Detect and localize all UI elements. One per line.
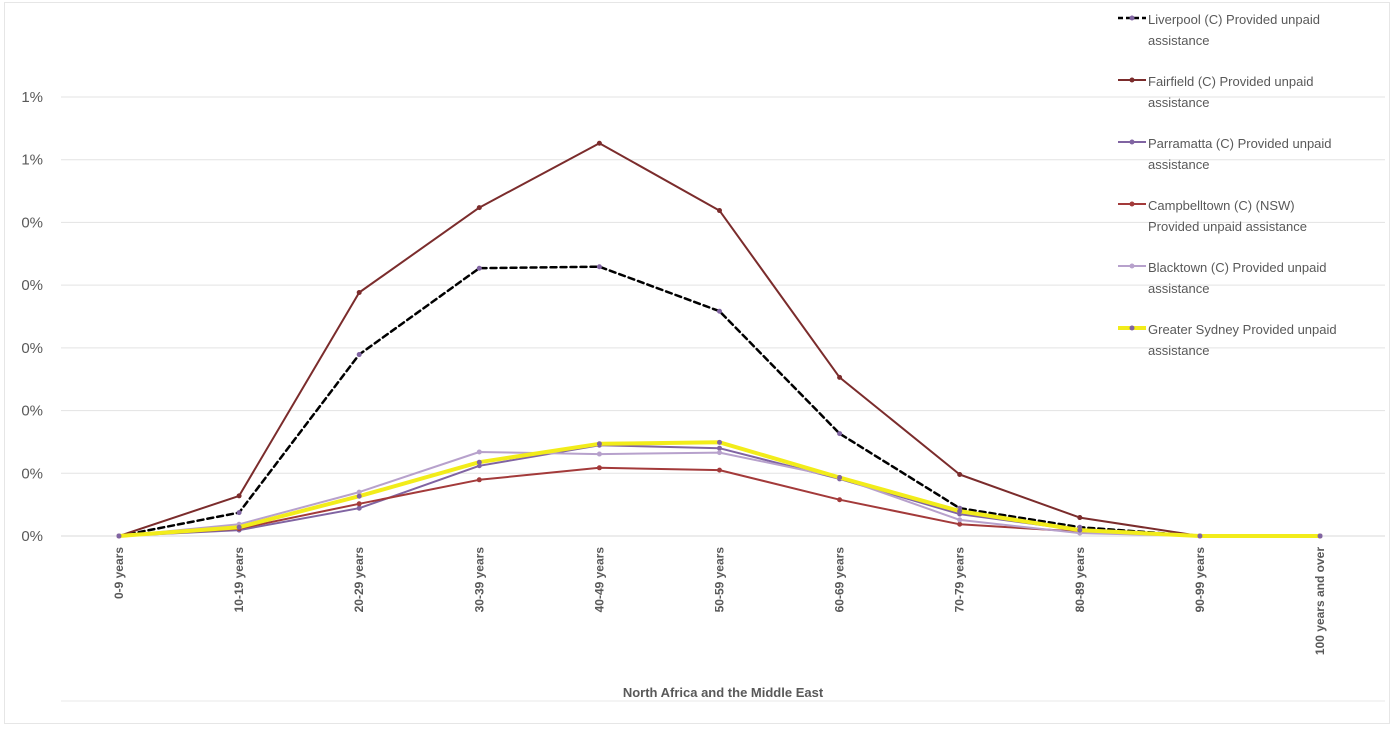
data-point (356, 290, 362, 296)
series-line (118, 466, 1321, 537)
data-point (356, 352, 362, 358)
y-tick-label: 0% (21, 465, 43, 482)
legend-item: Greater Sydney Provided unpaid assistanc… (1117, 319, 1387, 381)
x-tick-label: 0-9 years (112, 547, 126, 599)
data-point (476, 459, 482, 465)
series-line (118, 444, 1321, 537)
data-point (837, 431, 843, 437)
y-tick-label: 1% (21, 89, 43, 106)
data-point (596, 451, 602, 457)
data-point (476, 477, 482, 483)
y-tick-label: 0% (21, 340, 43, 357)
legend-item: Blacktown (C) Provided unpaid assistance (1117, 257, 1387, 319)
data-point (957, 472, 963, 478)
legend-item: Fairfield (C) Provided unpaid assistance (1117, 71, 1387, 133)
data-point (717, 439, 722, 445)
x-axis-title: North Africa and the Middle East (623, 685, 824, 700)
y-tick-label: 0% (21, 403, 43, 420)
x-tick-label: 30-39 years (472, 547, 486, 613)
data-point (356, 505, 362, 511)
data-point (717, 208, 722, 214)
data-point (717, 308, 722, 314)
y-tick-label: 0% (21, 214, 43, 231)
data-point (957, 508, 963, 514)
legend-item: Liverpool (C) Provided unpaid assistance (1117, 9, 1387, 71)
legend-swatch (1118, 201, 1146, 207)
data-point (596, 465, 602, 471)
data-point (1077, 527, 1083, 533)
line-chart: 0% 0% 0% 0% 0% 0% 1% 1% 0-9 years 10-19 years 20-2… (21, 89, 1385, 702)
data-point (236, 510, 242, 516)
data-point (957, 521, 963, 527)
legend-swatch (1118, 263, 1146, 269)
y-tick-label: 1% (21, 152, 43, 169)
data-point (356, 501, 362, 507)
series-line (118, 451, 1321, 537)
legend-swatch (1118, 15, 1146, 21)
x-tick-label: 40-49 years (592, 547, 606, 613)
data-point (1317, 533, 1323, 539)
legend-item: Parramatta (C) Provided unpaid assistanc… (1117, 133, 1387, 195)
data-point (596, 264, 602, 270)
legend-label: Fairfield (C) Provided unpaid assistance (1148, 74, 1314, 110)
data-point (717, 467, 722, 473)
x-tick-label: 70-79 years (953, 547, 967, 613)
data-point (116, 533, 122, 539)
legend-label: Parramatta (C) Provided unpaid assistanc… (1148, 136, 1332, 172)
x-tick-label: 10-19 years (232, 547, 246, 613)
data-point (356, 489, 362, 495)
legend-swatch (1118, 325, 1146, 331)
data-point (476, 449, 482, 455)
data-point (476, 205, 482, 211)
data-point (236, 493, 242, 499)
data-point (1077, 515, 1083, 521)
data-point (717, 450, 722, 456)
x-tick-label: 80-89 years (1073, 547, 1087, 613)
data-point (957, 517, 963, 523)
legend-label: Greater Sydney Provided unpaid assistanc… (1148, 322, 1337, 358)
legend: Liverpool (C) Provided unpaid assistance… (1117, 9, 1387, 381)
data-point (837, 497, 843, 503)
x-tick-label: 100 years and over (1313, 547, 1327, 655)
legend-label: Campbelltown (C) (NSW) Provided unpaid a… (1148, 198, 1307, 234)
data-point (717, 445, 722, 451)
data-point (596, 140, 602, 146)
x-tick-label: 50-59 years (713, 547, 727, 613)
legend-swatch (1118, 139, 1146, 145)
data-point (837, 374, 843, 380)
data-point (236, 524, 242, 530)
data-point (837, 474, 843, 480)
data-point (1197, 533, 1203, 539)
series-line (117, 440, 1322, 538)
legend-swatch (1118, 77, 1146, 83)
data-point (356, 493, 362, 499)
legend-label: Liverpool (C) Provided unpaid assistance (1148, 12, 1320, 48)
y-tick-label: 0% (21, 277, 43, 294)
y-tick-label: 0% (21, 528, 43, 545)
data-point (476, 265, 482, 271)
legend-item: Campbelltown (C) (NSW) Provided unpaid a… (1117, 195, 1387, 257)
x-tick-label: 60-69 years (833, 547, 847, 613)
legend-label: Blacktown (C) Provided unpaid assistance (1148, 260, 1327, 296)
data-point (596, 441, 602, 447)
chart-frame: 0% 0% 0% 0% 0% 0% 1% 1% 0-9 years 10-19 years 20-2… (4, 2, 1390, 724)
x-tick-label: 90-99 years (1193, 547, 1207, 613)
x-tick-label: 20-29 years (352, 547, 366, 613)
